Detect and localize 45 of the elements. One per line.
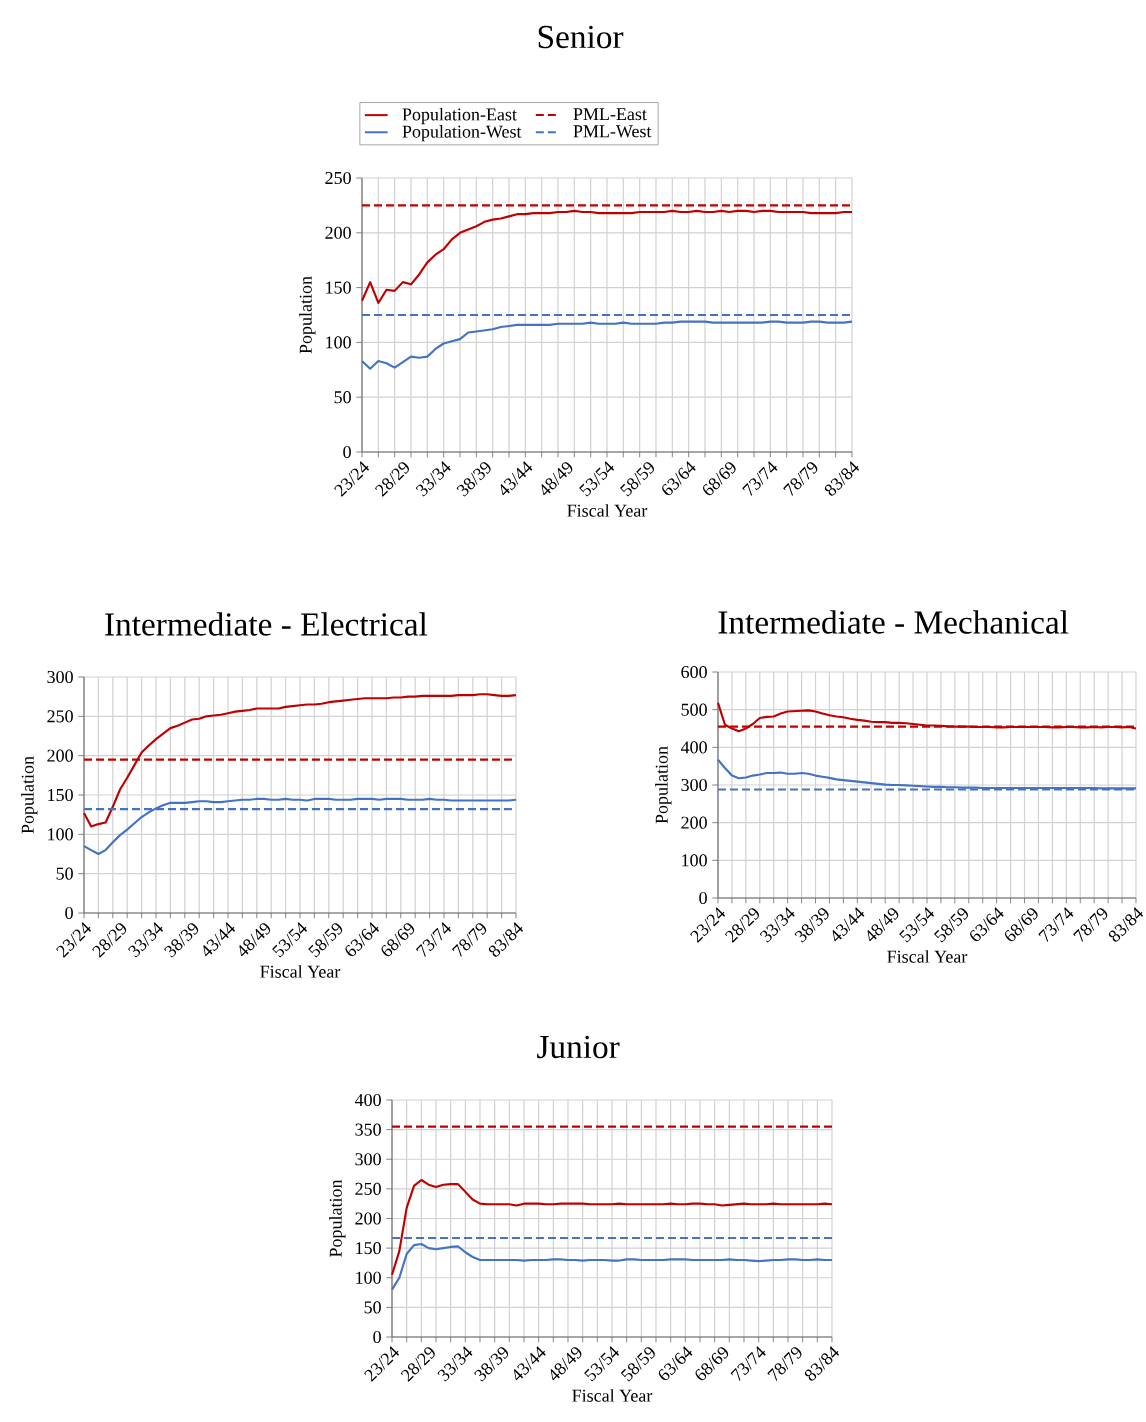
y-tick-label: 300 — [47, 670, 73, 684]
y-tick-label: 0 — [699, 891, 707, 905]
legend-label: PML-East — [573, 108, 647, 121]
y-tick-label: 100 — [47, 828, 73, 841]
y-tick-label: 400 — [680, 741, 707, 754]
y-tick-label: 0 — [373, 1330, 381, 1344]
legend-label: Population-West — [402, 125, 522, 142]
y-tick-label: 150 — [355, 1242, 381, 1255]
y-tick-label: 250 — [325, 171, 351, 185]
y-tick-label: 300 — [681, 778, 707, 792]
y-tick-label: 200 — [325, 226, 351, 239]
y-tick-label: 250 — [47, 710, 73, 723]
y-tick-label: 100 — [325, 336, 351, 349]
legend-label: PML-West — [573, 125, 652, 138]
y-tick-label: 200 — [47, 749, 73, 762]
y-tick-label: 100 — [355, 1271, 381, 1284]
y-tick-label: 0 — [65, 906, 73, 920]
chart-title: Junior — [536, 1035, 620, 1059]
y-axis-title: Population — [298, 276, 316, 354]
y-tick-label: 200 — [355, 1212, 381, 1225]
chart-title: Intermediate - Mechanical — [718, 610, 1069, 634]
y-axis-title: Population — [20, 756, 38, 834]
chart-title: Senior — [538, 25, 624, 49]
chart-title: Intermediate - Electrical — [104, 612, 427, 636]
y-axis-title: Population — [654, 746, 672, 824]
y-tick-label: 500 — [681, 703, 707, 716]
y-tick-label: 150 — [325, 281, 351, 294]
y-tick-label: 50 — [334, 391, 351, 404]
y-tick-label: 50 — [364, 1301, 381, 1314]
y-tick-label: 50 — [56, 867, 73, 880]
y-tick-label: 150 — [47, 788, 73, 802]
x-axis-title: Fiscal Year — [571, 1389, 652, 1402]
y-tick-label: 200 — [681, 816, 707, 829]
y-axis-title: Population — [328, 1179, 346, 1257]
y-tick-label: 300 — [355, 1153, 381, 1166]
legend-label: Population-East — [402, 107, 517, 125]
x-axis-title: Fiscal Year — [566, 504, 647, 517]
x-axis-title: Fiscal Year — [259, 965, 340, 978]
y-tick-label: 250 — [355, 1182, 381, 1195]
y-tick-label: 350 — [355, 1123, 381, 1136]
y-tick-label: 400 — [354, 1093, 381, 1107]
y-tick-label: 100 — [681, 854, 707, 867]
x-axis-title: Fiscal Year — [886, 950, 967, 963]
y-tick-label: 0 — [343, 445, 351, 459]
y-tick-label: 600 — [681, 665, 707, 679]
